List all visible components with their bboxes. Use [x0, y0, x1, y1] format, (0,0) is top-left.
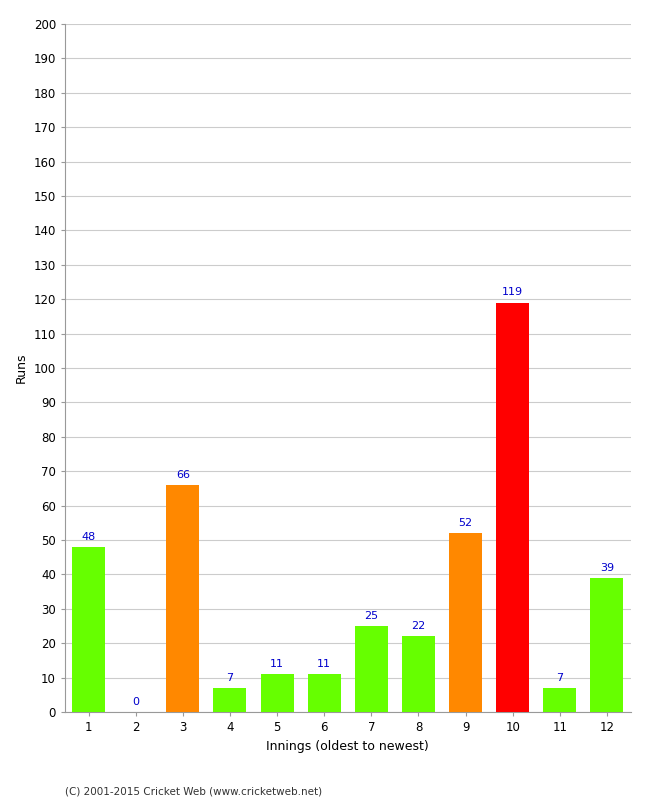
Bar [261, 674, 294, 712]
Text: 48: 48 [81, 532, 96, 542]
Text: (C) 2001-2015 Cricket Web (www.cricketweb.net): (C) 2001-2015 Cricket Web (www.cricketwe… [65, 786, 322, 796]
Text: 0: 0 [132, 697, 139, 707]
Text: 39: 39 [600, 562, 614, 573]
Y-axis label: Runs: Runs [15, 353, 28, 383]
Bar [72, 547, 105, 712]
Text: 119: 119 [502, 287, 523, 298]
Bar [402, 636, 435, 712]
Text: 7: 7 [556, 673, 564, 682]
X-axis label: Innings (oldest to newest): Innings (oldest to newest) [266, 739, 429, 753]
Text: 66: 66 [176, 470, 190, 480]
Bar [355, 626, 388, 712]
Text: 7: 7 [226, 673, 233, 682]
Bar [307, 674, 341, 712]
Bar [213, 688, 246, 712]
Bar [590, 578, 623, 712]
Text: 11: 11 [317, 659, 332, 669]
Text: 25: 25 [364, 611, 378, 621]
Bar [543, 688, 577, 712]
Bar [449, 533, 482, 712]
Text: 11: 11 [270, 659, 284, 669]
Bar [496, 302, 529, 712]
Text: 52: 52 [458, 518, 473, 528]
Bar [166, 485, 200, 712]
Text: 22: 22 [411, 621, 426, 631]
